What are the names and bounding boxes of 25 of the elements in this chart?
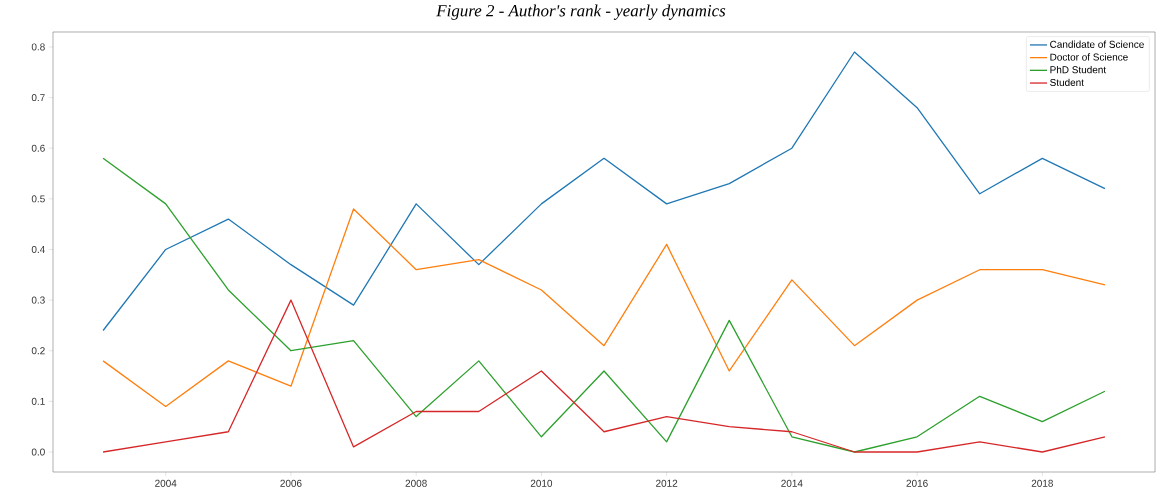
y-tick-label: 0.3 — [31, 296, 45, 304]
x-tick-label: 2012 — [656, 479, 678, 487]
y-tick-label: 0.2 — [31, 347, 45, 355]
x-tick-label: 2006 — [280, 479, 302, 487]
y-tick-label: 0.7 — [31, 94, 45, 102]
chart-title: Figure 2 - Author's rank - yearly dynamics — [436, 4, 726, 20]
x-tick-label: 2014 — [781, 479, 803, 487]
y-tick-label: 0.1 — [31, 397, 45, 405]
x-tick-label: 2008 — [405, 479, 427, 487]
y-tick-label: 0.0 — [31, 448, 45, 456]
legend-label: PhD Student — [1050, 65, 1107, 74]
line-series — [102, 299, 1106, 453]
legend-label: Candidate of Science — [1050, 40, 1144, 48]
legend-label: Student — [1050, 78, 1084, 86]
x-tick-label: 2010 — [530, 479, 553, 487]
y-tick-label: 0.8 — [31, 43, 45, 51]
line-series — [102, 208, 1106, 408]
y-tick-label: 0.4 — [31, 245, 45, 253]
x-tick-label: 2004 — [155, 479, 177, 487]
legend-label: Doctor of Science — [1050, 53, 1128, 61]
x-tick-label: 2016 — [906, 479, 928, 487]
y-tick-label: 0.6 — [31, 144, 45, 152]
x-tick-label: 2018 — [1031, 479, 1053, 487]
y-tick-label: 0.5 — [31, 195, 45, 203]
line-series — [102, 157, 1106, 453]
